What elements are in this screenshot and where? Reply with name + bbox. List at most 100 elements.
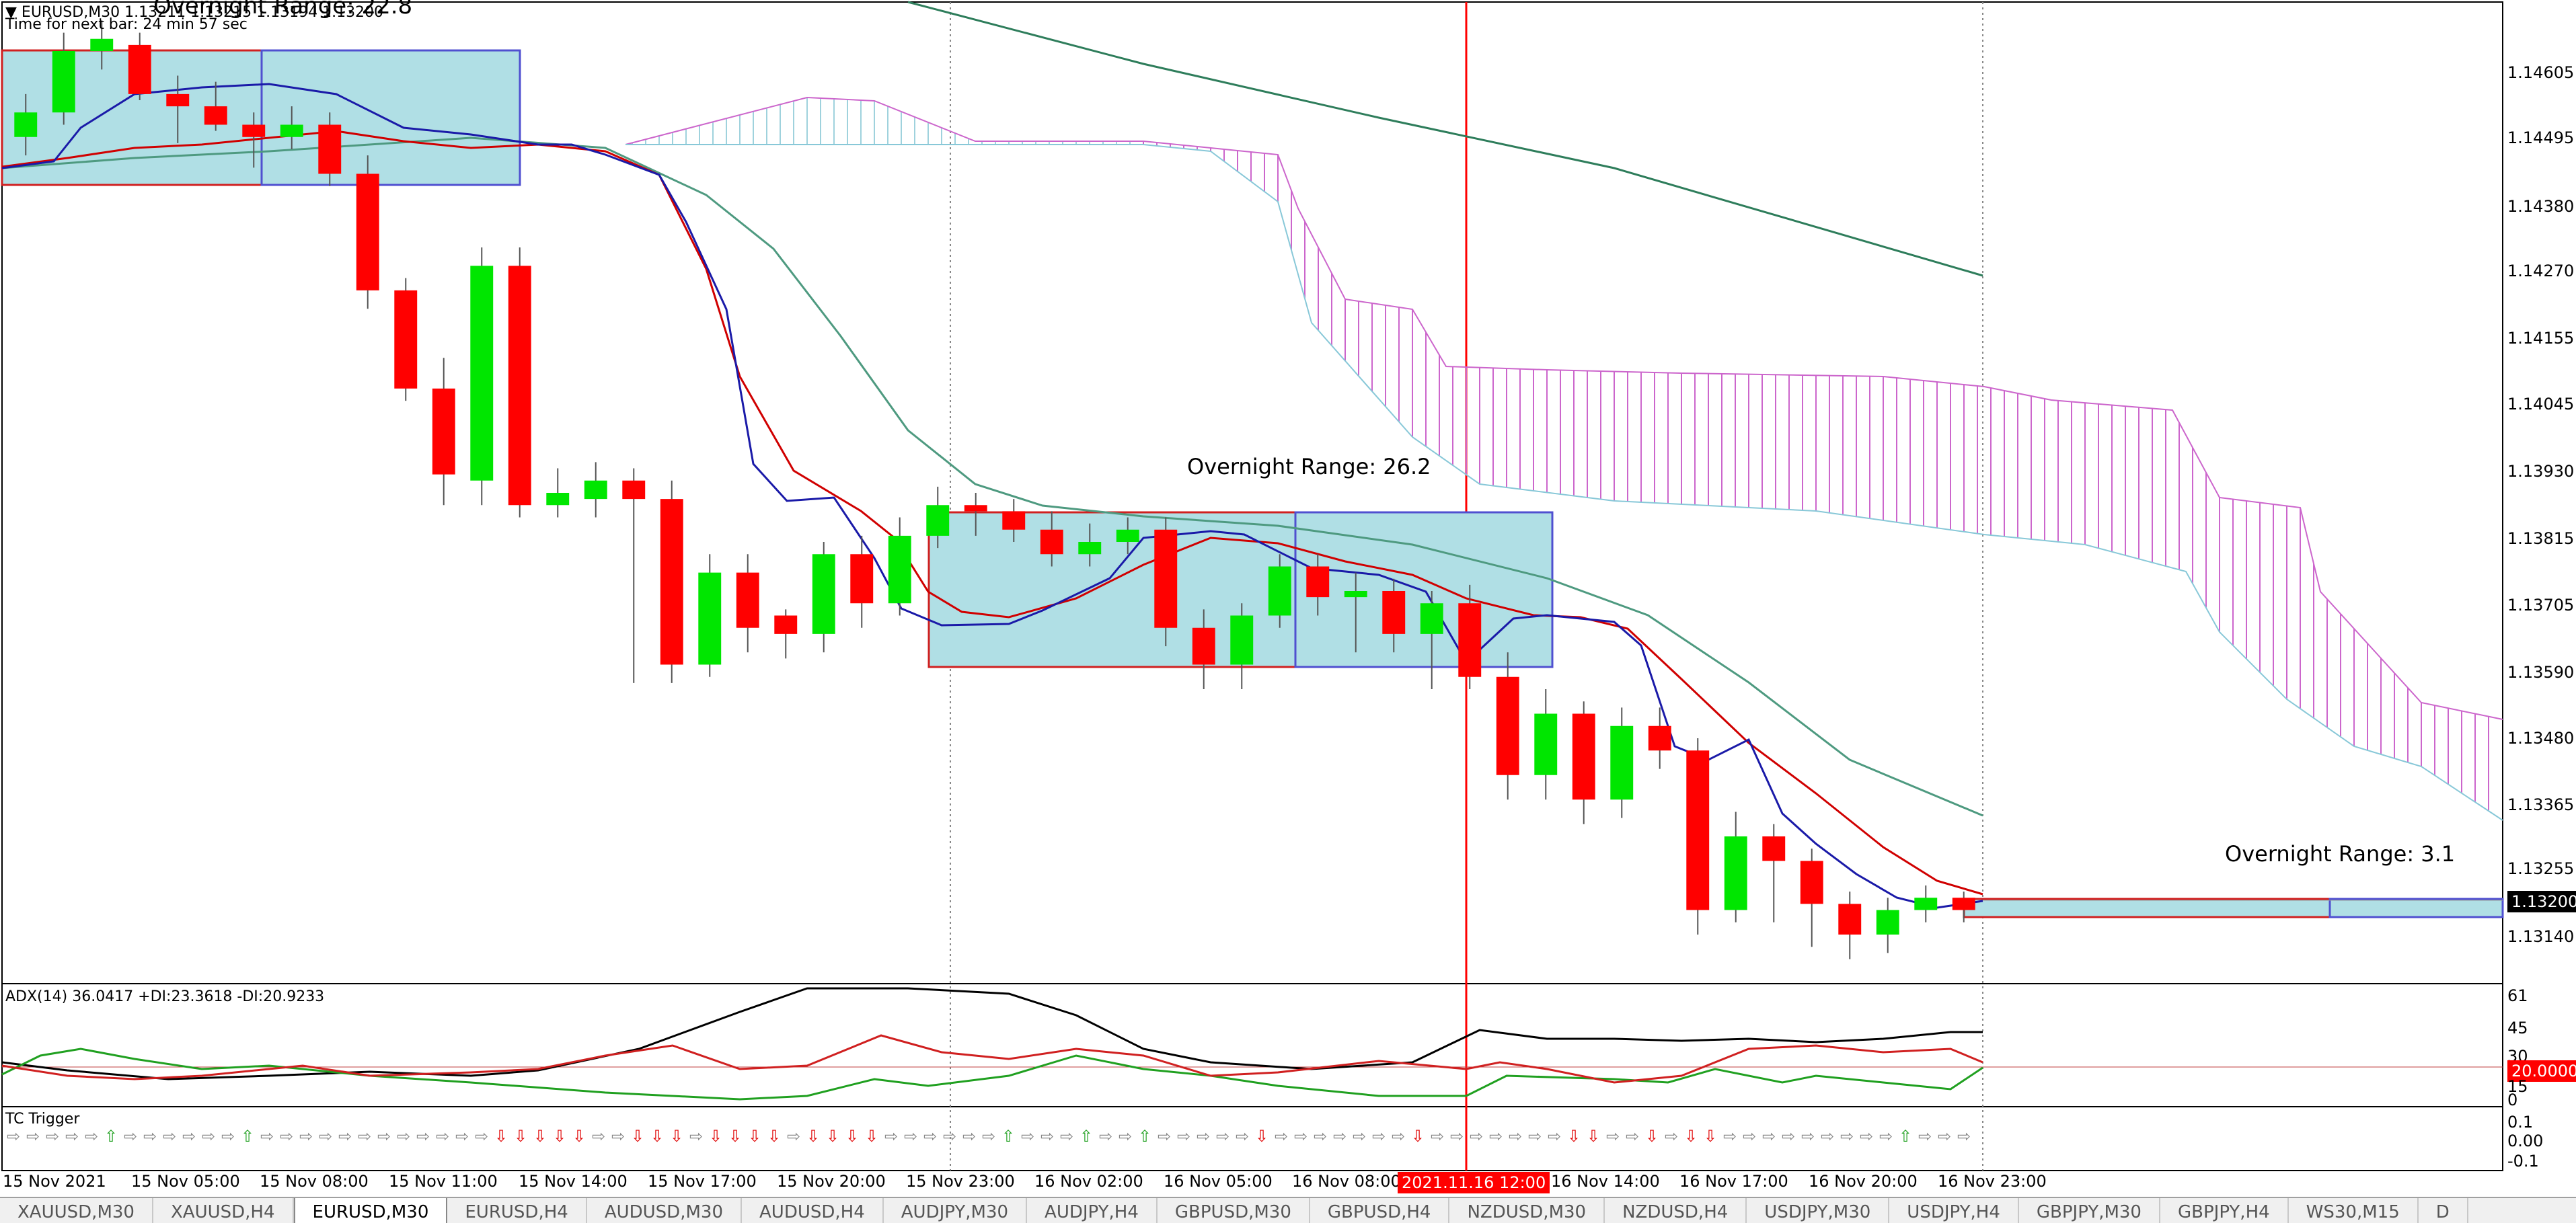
right-arrow-icon: ⇨ (338, 1127, 352, 1146)
tab-audjpy-h4[interactable]: AUDJPY,H4 (1027, 1198, 1158, 1223)
right-arrow-icon: ⇨ (1236, 1127, 1249, 1146)
bear-candle (1572, 713, 1595, 800)
trigger-tick: -0.1 (2507, 1152, 2539, 1171)
right-arrow-icon: ⇨ (592, 1127, 605, 1146)
current-price-label: 1.13200 (2507, 891, 2576, 912)
overnight-range-box-left (1, 49, 521, 186)
bull-candle (1876, 910, 1899, 935)
tab-audusd-m30[interactable]: AUDUSD,M30 (587, 1198, 742, 1223)
right-arrow-icon: ⇨ (202, 1127, 215, 1146)
tab-gbpusd-h4[interactable]: GBPUSD,H4 (1310, 1198, 1450, 1223)
plus-di-line (1, 1048, 1983, 1101)
tab-usdjpy-m30[interactable]: USDJPY,M30 (1747, 1198, 1890, 1223)
right-arrow-icon: ⇨ (1372, 1127, 1386, 1146)
tab-gbpjpy-m30[interactable]: GBPJPY,M30 (2019, 1198, 2160, 1223)
right-arrow-icon: ⇨ (689, 1127, 703, 1146)
bear-candle (318, 124, 342, 174)
down-arrow-icon: ⇩ (865, 1127, 878, 1146)
time-tick: 15 Nov 23:00 (906, 1172, 1015, 1191)
right-arrow-icon: ⇨ (1314, 1127, 1327, 1146)
price-tick: 1.13590 (2507, 663, 2575, 682)
up-arrow-icon: ⇧ (1138, 1127, 1151, 1146)
right-arrow-icon: ⇨ (1548, 1127, 1561, 1146)
time-tick: 16 Nov 05:00 (1164, 1172, 1273, 1191)
price-tick: 1.13480 (2507, 729, 2575, 748)
trigger-tick: 0.00 (2507, 1132, 2544, 1150)
right-arrow-icon: ⇨ (904, 1127, 917, 1146)
down-arrow-icon: ⇩ (1567, 1127, 1581, 1146)
fast-ma-red-line (1, 130, 1983, 896)
tab-more[interactable]: D (2419, 1198, 2468, 1223)
tab-audusd-h4[interactable]: AUDUSD,H4 (742, 1198, 884, 1223)
right-arrow-icon: ⇨ (1470, 1127, 1483, 1146)
tab-nzdusd-h4[interactable]: NZDUSD,H4 (1605, 1198, 1747, 1223)
overnight-range-label-top: Overnight Range: 22.8 (153, 0, 413, 19)
right-arrow-icon: ⇨ (1040, 1127, 1054, 1146)
tab-xauusd-h4[interactable]: XAUUSD,H4 (153, 1198, 294, 1223)
right-arrow-icon: ⇨ (1918, 1127, 1932, 1146)
right-arrow-icon: ⇨ (884, 1127, 898, 1146)
adx-title: ADX(14) 36.0417 +DI:23.3618 -DI:20.9233 (5, 988, 325, 1005)
price-tick: 1.13930 (2507, 462, 2575, 481)
right-arrow-icon: ⇨ (1021, 1127, 1034, 1146)
time-tick: 15 Nov 14:00 (519, 1172, 628, 1191)
bear-candle (1040, 529, 1063, 555)
down-arrow-icon: ⇩ (845, 1127, 859, 1146)
price-tick: 1.13705 (2507, 596, 2575, 615)
bull-candle (1116, 529, 1139, 542)
right-arrow-icon: ⇨ (1489, 1127, 1503, 1146)
bear-candle (508, 266, 531, 506)
tab-nzdusd-m30[interactable]: NZDUSD,M30 (1449, 1198, 1605, 1223)
down-arrow-icon: ⇩ (514, 1127, 527, 1146)
down-arrow-icon: ⇩ (709, 1127, 722, 1146)
right-arrow-icon: ⇨ (397, 1127, 410, 1146)
right-arrow-icon: ⇨ (358, 1127, 371, 1146)
down-arrow-icon: ⇩ (631, 1127, 644, 1146)
tab-usdjpy-h4[interactable]: USDJPY,H4 (1889, 1198, 2019, 1223)
adx-tick: 45 (2507, 1019, 2528, 1037)
tc-trigger-arrows: ⇨ ⇨ ⇨ ⇨ ⇨ ⇧ ⇨ ⇨ ⇨ ⇨ ⇨ ⇨ ⇧ ⇨ ⇨ ⇨ ⇨ ⇨ ⇨ ⇨ ⇨ ⇨ ⇨ ⇨ ⇨ ⇩ ⇩ ⇩ ⇩ ⇩ ⇨ ⇨ ⇩ ⇩ ⇩ ⇨ ⇩ ⇩ ⇩ ⇩… (7, 1127, 1971, 1146)
price-tick: 1.13365 (2507, 795, 2575, 814)
right-arrow-icon: ⇨ (1938, 1127, 1951, 1146)
kumo-lower-edge (626, 144, 2503, 821)
bar-timer: Time for next bar: 24 min 57 sec (5, 16, 248, 33)
time-tick: 15 Nov 08:00 (260, 1172, 369, 1191)
right-arrow-icon: ⇨ (1528, 1127, 1542, 1146)
tab-ws30-m15[interactable]: WS30,M15 (2289, 1198, 2419, 1223)
right-arrow-icon: ⇨ (455, 1127, 469, 1146)
bull-candle (1724, 836, 1747, 910)
up-arrow-icon: ⇧ (1079, 1127, 1093, 1146)
tab-gbpusd-m30[interactable]: GBPUSD,M30 (1158, 1198, 1310, 1223)
bear-candle (850, 554, 874, 604)
overnight-range-box-right (1963, 898, 2504, 918)
price-tick: 1.14155 (2507, 329, 2575, 348)
price-tick: 1.14605 (2507, 63, 2575, 82)
right-arrow-icon: ⇨ (1801, 1127, 1815, 1146)
bear-candle (774, 615, 798, 634)
right-arrow-icon: ⇨ (85, 1127, 98, 1146)
slow-ma-line (907, 1, 1983, 277)
down-arrow-icon: ⇩ (1684, 1127, 1698, 1146)
right-arrow-icon: ⇨ (26, 1127, 40, 1146)
adx-main-line (1, 987, 1983, 1080)
right-arrow-icon: ⇨ (1450, 1127, 1464, 1146)
tab-gbpjpy-h4[interactable]: GBPJPY,H4 (2160, 1198, 2289, 1223)
right-arrow-icon: ⇨ (260, 1127, 274, 1146)
time-tick: 15 Nov 2021 (3, 1172, 106, 1191)
candles (14, 20, 1975, 959)
tab-eurusd-m30[interactable]: EURUSD,M30 (293, 1198, 448, 1223)
right-arrow-icon: ⇨ (416, 1127, 430, 1146)
bear-candle (1154, 529, 1178, 628)
tab-eurusd-h4[interactable]: EURUSD,H4 (447, 1198, 587, 1223)
time-marker-label: 2021.11.16 12:00 (1398, 1172, 1550, 1193)
tab-xauusd-m30[interactable]: XAUUSD,M30 (0, 1198, 153, 1223)
right-arrow-icon: ⇨ (182, 1127, 196, 1146)
time-tick: 16 Nov 14:00 (1551, 1172, 1660, 1191)
bull-candle (1268, 566, 1291, 616)
right-arrow-icon: ⇨ (280, 1127, 293, 1146)
up-arrow-icon: ⇧ (104, 1127, 118, 1146)
right-arrow-icon: ⇨ (436, 1127, 449, 1146)
tab-audjpy-m30[interactable]: AUDJPY,M30 (884, 1198, 1028, 1223)
right-arrow-icon: ⇨ (1723, 1127, 1737, 1146)
